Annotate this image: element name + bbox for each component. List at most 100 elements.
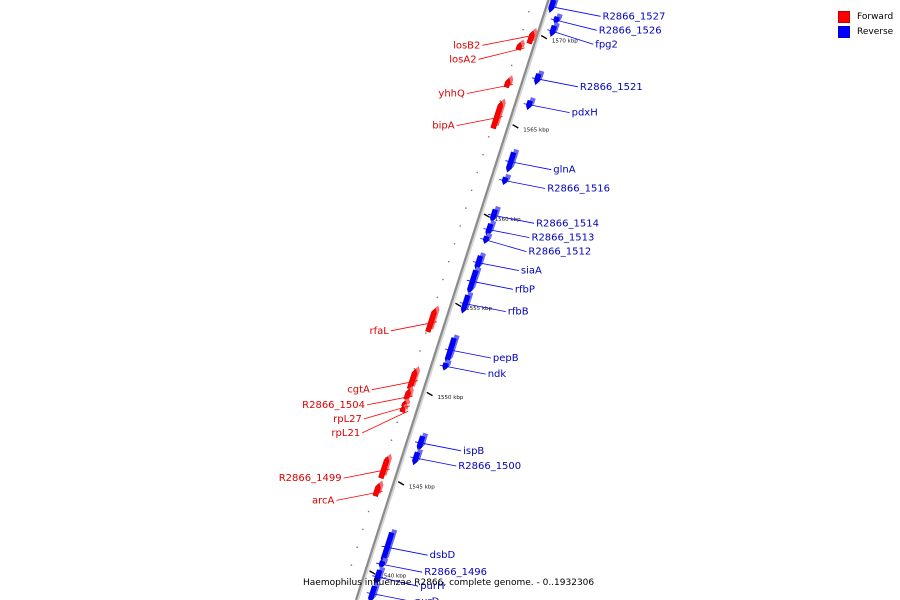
gene-label[interactable]: purD	[415, 597, 440, 600]
minor-tick	[470, 189, 473, 192]
minor-tick	[350, 564, 353, 566]
gene-label[interactable]: R2866_1521	[580, 82, 643, 93]
gene-label[interactable]: ndk	[488, 369, 507, 380]
leader-line	[390, 321, 437, 332]
gene-R2866_1521[interactable]	[533, 70, 545, 86]
gene-label[interactable]: R2866_1512	[528, 247, 591, 258]
legend-reverse: Reverse	[838, 24, 893, 39]
leader-line	[482, 35, 529, 46]
gene-label[interactable]: R2866_1513	[532, 233, 595, 244]
leader-line	[371, 380, 418, 391]
gene-label[interactable]: R2866_1499	[279, 473, 342, 484]
gene-R2866_1512[interactable]	[482, 232, 493, 244]
gene-label[interactable]: rpL27	[333, 414, 362, 425]
gene-label[interactable]: rpL21	[331, 428, 360, 439]
gene-label[interactable]: pdxH	[572, 108, 598, 119]
gene-label[interactable]: rfbP	[515, 284, 535, 295]
leader-line	[478, 47, 525, 60]
gene-purD[interactable]	[368, 582, 380, 600]
gene-label[interactable]: R2866_1526	[599, 25, 662, 36]
gene-rfaL[interactable]	[425, 305, 440, 333]
minor-tick	[436, 296, 439, 299]
minor-tick	[396, 421, 399, 424]
gene-label[interactable]: R2866_1527	[603, 11, 666, 22]
leader-line	[505, 160, 552, 171]
leader-line	[554, 6, 601, 17]
gene-R2866_1527[interactable]	[548, 0, 560, 13]
gene-glnA[interactable]	[505, 148, 519, 173]
minor-tick	[390, 439, 393, 442]
gene-losA2[interactable]	[515, 39, 525, 51]
minor-tick	[453, 243, 456, 245]
gene-label[interactable]: R2866_1504	[302, 400, 365, 411]
legend-reverse-label: Reverse	[857, 26, 894, 37]
minor-tick	[499, 100, 502, 102]
gene-arrow	[526, 30, 535, 45]
leader-line	[363, 405, 411, 420]
leader-line	[415, 441, 462, 452]
gene-label[interactable]: arcA	[312, 495, 335, 506]
leader-line	[410, 456, 457, 467]
gene-label[interactable]: rfaL	[369, 326, 389, 337]
tick-label: 1550 kbp	[438, 395, 464, 401]
genome-caption: Haemophilus influenzae R2866, complete g…	[303, 578, 595, 588]
tick-label: 1565 kbp	[523, 128, 549, 134]
leader-line	[480, 238, 527, 252]
gene-label[interactable]: R2866_1516	[547, 184, 610, 195]
leader-line	[366, 592, 407, 600]
gene-arcA[interactable]	[372, 480, 384, 497]
gene-arrow	[490, 101, 504, 130]
gene-fpg2[interactable]	[549, 22, 560, 37]
gene-label[interactable]: losA2	[449, 54, 476, 65]
gene-arrow	[425, 308, 437, 333]
leader-line	[547, 29, 594, 45]
minor-tick	[442, 278, 444, 281]
gene-pdxH[interactable]	[525, 97, 536, 111]
gene-label[interactable]: cgtA	[347, 385, 370, 396]
gene-R2866_1500[interactable]	[412, 448, 423, 466]
gene-label[interactable]: siaA	[521, 266, 542, 277]
gene-bipA[interactable]	[490, 98, 506, 130]
gene-ispB[interactable]	[416, 432, 428, 451]
backbone-line	[354, 0, 550, 600]
gene-label[interactable]: R2866_1500	[458, 461, 521, 472]
minor-tick	[419, 350, 421, 352]
gene-label[interactable]: bipA	[432, 121, 454, 132]
gene-rfbP[interactable]	[467, 266, 482, 294]
gene-label[interactable]: glnA	[553, 165, 575, 176]
gene-label[interactable]: losB2	[453, 40, 480, 51]
minor-tick	[447, 260, 450, 263]
minor-tick	[522, 28, 524, 31]
gene-label[interactable]: R2866_1496	[424, 567, 487, 578]
gene-label[interactable]: yhhQ	[438, 89, 465, 100]
gene-label[interactable]: R2866_1514	[536, 218, 599, 229]
gene-label[interactable]: pepB	[493, 353, 519, 364]
gene-arrow	[403, 388, 411, 401]
gene-cgtA[interactable]	[406, 366, 420, 390]
major-tick	[540, 34, 548, 40]
gene-R2866_1516[interactable]	[501, 173, 511, 186]
leader-line	[472, 261, 519, 271]
gene-losB2[interactable]	[526, 28, 538, 45]
genome-backbone	[354, 0, 552, 600]
gene-label[interactable]: ispB	[463, 446, 484, 457]
leader-line	[366, 395, 414, 406]
leader-line	[523, 103, 570, 113]
gene-arrow	[515, 42, 523, 51]
leader-line	[336, 491, 383, 501]
legend: Forward Reverse	[838, 9, 893, 39]
gene-features	[368, 0, 563, 600]
minor-tick	[356, 546, 359, 548]
major-tick	[426, 391, 433, 397]
gene-label[interactable]: fpg2	[595, 39, 618, 50]
minor-tick	[476, 171, 479, 174]
gene-ndk[interactable]	[442, 359, 452, 371]
gene-label[interactable]: purH	[420, 581, 444, 592]
gene-R2866_1499[interactable]	[378, 453, 392, 480]
gene-label[interactable]: rfbB	[508, 307, 529, 318]
tick-label: 1555 kbp	[466, 306, 492, 312]
leader-line	[439, 364, 486, 375]
gene-label[interactable]: dsbD	[430, 550, 456, 561]
gene-pepB[interactable]	[444, 334, 460, 364]
